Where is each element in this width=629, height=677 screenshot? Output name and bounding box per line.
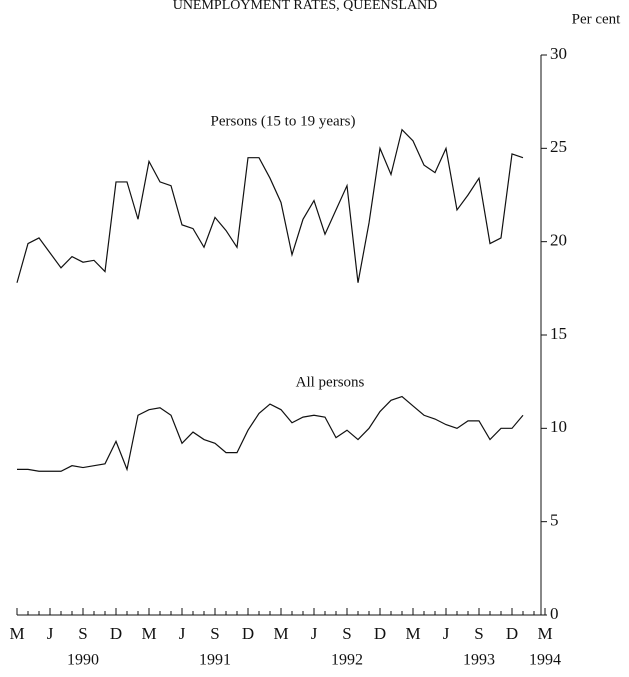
y-tick-label: 15 [550, 324, 567, 343]
y-tick-label: 0 [550, 604, 559, 623]
x-tick-label: J [443, 624, 450, 643]
y-tick-label: 5 [550, 511, 559, 530]
series-label: Persons (15 to 19 years) [211, 113, 356, 129]
x-tick-label: M [273, 624, 288, 643]
x-year-label: 1993 [463, 652, 495, 669]
x-year-label: 1992 [331, 652, 363, 669]
series-label: All persons [296, 374, 365, 390]
x-tick-label: M [9, 624, 24, 643]
x-tick-label: D [506, 624, 518, 643]
x-tick-label: D [374, 624, 386, 643]
y-tick-label: 10 [550, 417, 567, 436]
x-tick-label: M [141, 624, 156, 643]
x-year-label: 1991 [199, 652, 231, 669]
y-tick-label: 20 [550, 231, 567, 250]
series-line [17, 395, 524, 472]
x-tick-label: J [179, 624, 186, 643]
x-tick-label: M [537, 624, 552, 643]
x-tick-label: D [110, 624, 122, 643]
x-tick-label: S [474, 624, 483, 643]
x-year-label: 1994 [529, 652, 561, 669]
x-tick-label: D [242, 624, 254, 643]
x-tick-label: J [47, 624, 54, 643]
x-tick-label: S [342, 624, 351, 643]
chart-title: UNEMPLOYMENT RATES, QUEENSLAND [173, 0, 438, 13]
y-tick-label: 30 [550, 44, 567, 63]
x-tick-label: S [210, 624, 219, 643]
x-year-label: 1990 [67, 652, 99, 669]
y-tick-label: 25 [550, 137, 567, 156]
y-axis-label: Per cent [572, 11, 622, 27]
x-tick-label: J [311, 624, 318, 643]
series-line [16, 128, 524, 283]
x-tick-label: M [405, 624, 420, 643]
x-tick-label: S [78, 624, 87, 643]
